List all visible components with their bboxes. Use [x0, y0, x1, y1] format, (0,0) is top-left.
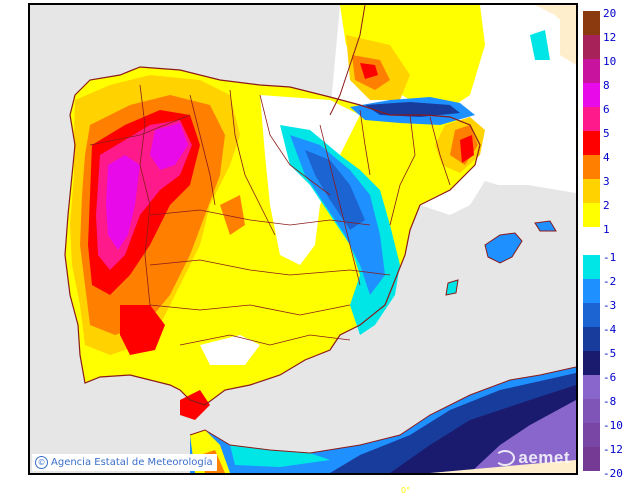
legend-label: 8	[603, 79, 610, 92]
legend-swatch-5	[583, 131, 600, 155]
legend-label: 2	[603, 199, 610, 212]
iberia-temperature-anomaly-map	[64, 5, 576, 473]
legend-label: -6	[603, 371, 617, 384]
legend-label: -12	[603, 443, 623, 456]
legend-swatch-neg4	[583, 327, 600, 351]
legend-swatch-neg3	[583, 303, 600, 327]
aemet-logo-text: aemet	[518, 448, 570, 467]
legend-swatch-neg8	[583, 399, 600, 423]
anomaly-map: © Agencia Estatal de Meteorología aemet	[28, 3, 578, 475]
legend-label: -10	[603, 419, 623, 432]
legend-label: -20	[603, 467, 623, 480]
legend-label: 5	[603, 127, 610, 140]
legend-swatch-20	[583, 11, 600, 35]
legend-swatch-neg2	[583, 279, 600, 303]
legend-label: 12	[603, 31, 617, 44]
aemet-logo: aemet	[495, 448, 570, 468]
legend-label: -8	[603, 395, 617, 408]
legend-swatch-10	[583, 59, 600, 83]
copyright-credit: © Agencia Estatal de Meteorología	[32, 454, 217, 471]
legend-swatch-6	[583, 107, 600, 131]
legend-label: -1	[603, 251, 617, 264]
ibiza	[445, 279, 459, 296]
credit-text: Agencia Estatal de Meteorología	[51, 457, 213, 468]
legend-swatch-neg5	[583, 351, 600, 375]
legend-swatch-neg10	[583, 423, 600, 447]
legend-swatch-4	[583, 155, 600, 179]
copyright-icon: ©	[35, 456, 48, 469]
menorca	[534, 220, 557, 232]
aemet-swirl-icon	[495, 450, 516, 466]
color-legend: 20 12 10 8 6 5 4 3 2 1 -1 -2 -3 -4 -5 -6…	[583, 0, 630, 500]
legend-swatch-12	[583, 35, 600, 59]
legend-swatch-neg6	[583, 375, 600, 399]
legend-swatch-neg1	[583, 255, 600, 279]
legend-label: 1	[603, 223, 610, 236]
legend-swatch-8	[583, 83, 600, 107]
mallorca	[484, 232, 523, 264]
legend-label: 6	[603, 103, 610, 116]
legend-swatch-2	[583, 203, 600, 227]
legend-label: -5	[603, 347, 617, 360]
legend-label: 20	[603, 7, 617, 20]
legend-swatch-neg12	[583, 447, 600, 471]
legend-label: 10	[603, 55, 617, 68]
legend-label: -2	[603, 275, 617, 288]
legend-label: 4	[603, 151, 610, 164]
legend-label: -4	[603, 323, 617, 336]
legend-swatch-3	[583, 179, 600, 203]
longitude-tick-0: 0°	[401, 486, 411, 495]
legend-label: -3	[603, 299, 617, 312]
legend-label: 3	[603, 175, 610, 188]
